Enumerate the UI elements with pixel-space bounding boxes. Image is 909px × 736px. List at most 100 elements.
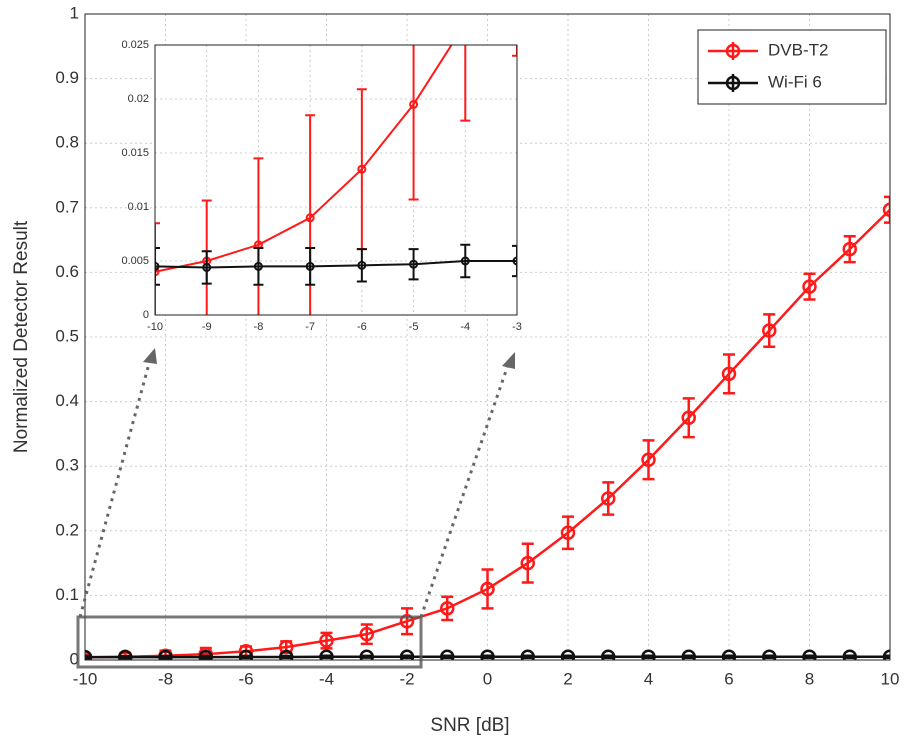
y-tick-label: 0.02	[128, 93, 149, 105]
marker	[721, 366, 737, 382]
marker	[357, 260, 367, 270]
marker	[118, 649, 133, 660]
marker	[399, 613, 415, 629]
error-bar	[602, 481, 615, 516]
plot-area	[155, 45, 517, 315]
marker	[319, 649, 334, 660]
marker	[480, 649, 495, 660]
marker	[560, 525, 576, 540]
y-tick-label: 0.7	[55, 197, 79, 216]
error-bar	[803, 272, 816, 301]
error-bar	[155, 247, 160, 286]
error-bar	[356, 248, 367, 283]
error-bar	[512, 45, 517, 57]
marker	[842, 241, 857, 257]
error-bar	[253, 157, 264, 315]
marker	[762, 323, 777, 338]
y-tick-label: 0.4	[55, 391, 79, 410]
y-tick-label: 0.1	[55, 585, 79, 604]
marker	[460, 256, 470, 266]
error-bar	[441, 595, 454, 622]
legend-marker	[725, 43, 741, 59]
marker	[762, 649, 777, 660]
x-tick-label: -2	[399, 669, 414, 688]
error-bar	[401, 654, 413, 659]
error-bar	[408, 45, 419, 201]
y-tick-label: 0.015	[121, 147, 149, 159]
legend-label: DVB-T2	[768, 40, 828, 59]
marker	[305, 261, 315, 271]
y-tick-label: 0.9	[55, 68, 79, 87]
y-axis-label: Normalized Detector Result	[11, 220, 32, 453]
error-bar	[521, 654, 534, 659]
error-bar	[843, 234, 856, 264]
x-tick-label: -8	[158, 669, 173, 688]
marker	[721, 649, 737, 660]
marker	[238, 649, 254, 660]
y-tick-label: 0.3	[55, 456, 79, 475]
legend-box	[697, 29, 887, 105]
y-tick-label: 0.5	[55, 326, 79, 345]
error-bar	[155, 222, 160, 315]
error-bar	[884, 195, 890, 224]
error-bar	[240, 654, 252, 660]
error-bar	[441, 654, 454, 659]
axes-box	[154, 44, 518, 316]
y-tick-label: 0.025	[121, 39, 149, 51]
x-tick-label: 8	[805, 669, 814, 688]
x-tick-label: 0	[483, 669, 492, 688]
marker	[641, 649, 656, 660]
y-tick-label: 0.6	[55, 262, 79, 281]
marker	[882, 649, 890, 660]
marker	[253, 261, 263, 271]
series-group	[155, 45, 517, 315]
marker	[198, 649, 213, 660]
marker	[359, 626, 374, 642]
error-bar	[562, 515, 574, 551]
error-bar	[85, 654, 91, 660]
x-tick-label: -8	[254, 321, 264, 333]
y-tick-label: 1	[70, 3, 79, 22]
marker	[155, 261, 160, 271]
error-bar	[401, 607, 413, 636]
marker	[319, 633, 334, 648]
error-bar	[642, 439, 655, 481]
error-bar	[201, 250, 212, 285]
error-bar	[682, 654, 695, 659]
error-bar	[481, 654, 494, 659]
marker	[520, 555, 535, 571]
marker	[802, 279, 817, 294]
marker	[359, 649, 374, 660]
error-bar	[642, 654, 655, 659]
marker	[440, 601, 455, 616]
marker	[155, 267, 160, 277]
error-bar	[253, 247, 264, 286]
x-tick-label: -7	[305, 321, 315, 333]
marker	[601, 649, 616, 660]
error-bar	[723, 654, 735, 659]
marker	[681, 649, 696, 660]
marker	[802, 649, 817, 660]
marker	[409, 99, 419, 109]
arrow-head	[502, 352, 515, 369]
y-tick-label: 0.2	[55, 520, 79, 539]
x-tick-label: 4	[644, 669, 653, 688]
error-bar	[602, 654, 615, 659]
marker	[279, 639, 294, 655]
marker	[512, 256, 517, 266]
y-tick-label: 0.8	[55, 133, 79, 152]
series-line	[155, 260, 517, 269]
x-tick-label: -9	[202, 321, 212, 333]
marker	[882, 202, 890, 217]
y-tick-label: 0	[143, 309, 149, 321]
marker	[520, 649, 535, 660]
error-bar	[763, 654, 776, 659]
marker	[305, 213, 315, 223]
axes-box	[84, 13, 891, 661]
marker	[202, 262, 212, 272]
error-bar	[803, 654, 816, 659]
x-axis-label: SNR [dB]	[430, 715, 509, 736]
marker	[681, 410, 696, 425]
marker	[158, 649, 173, 660]
